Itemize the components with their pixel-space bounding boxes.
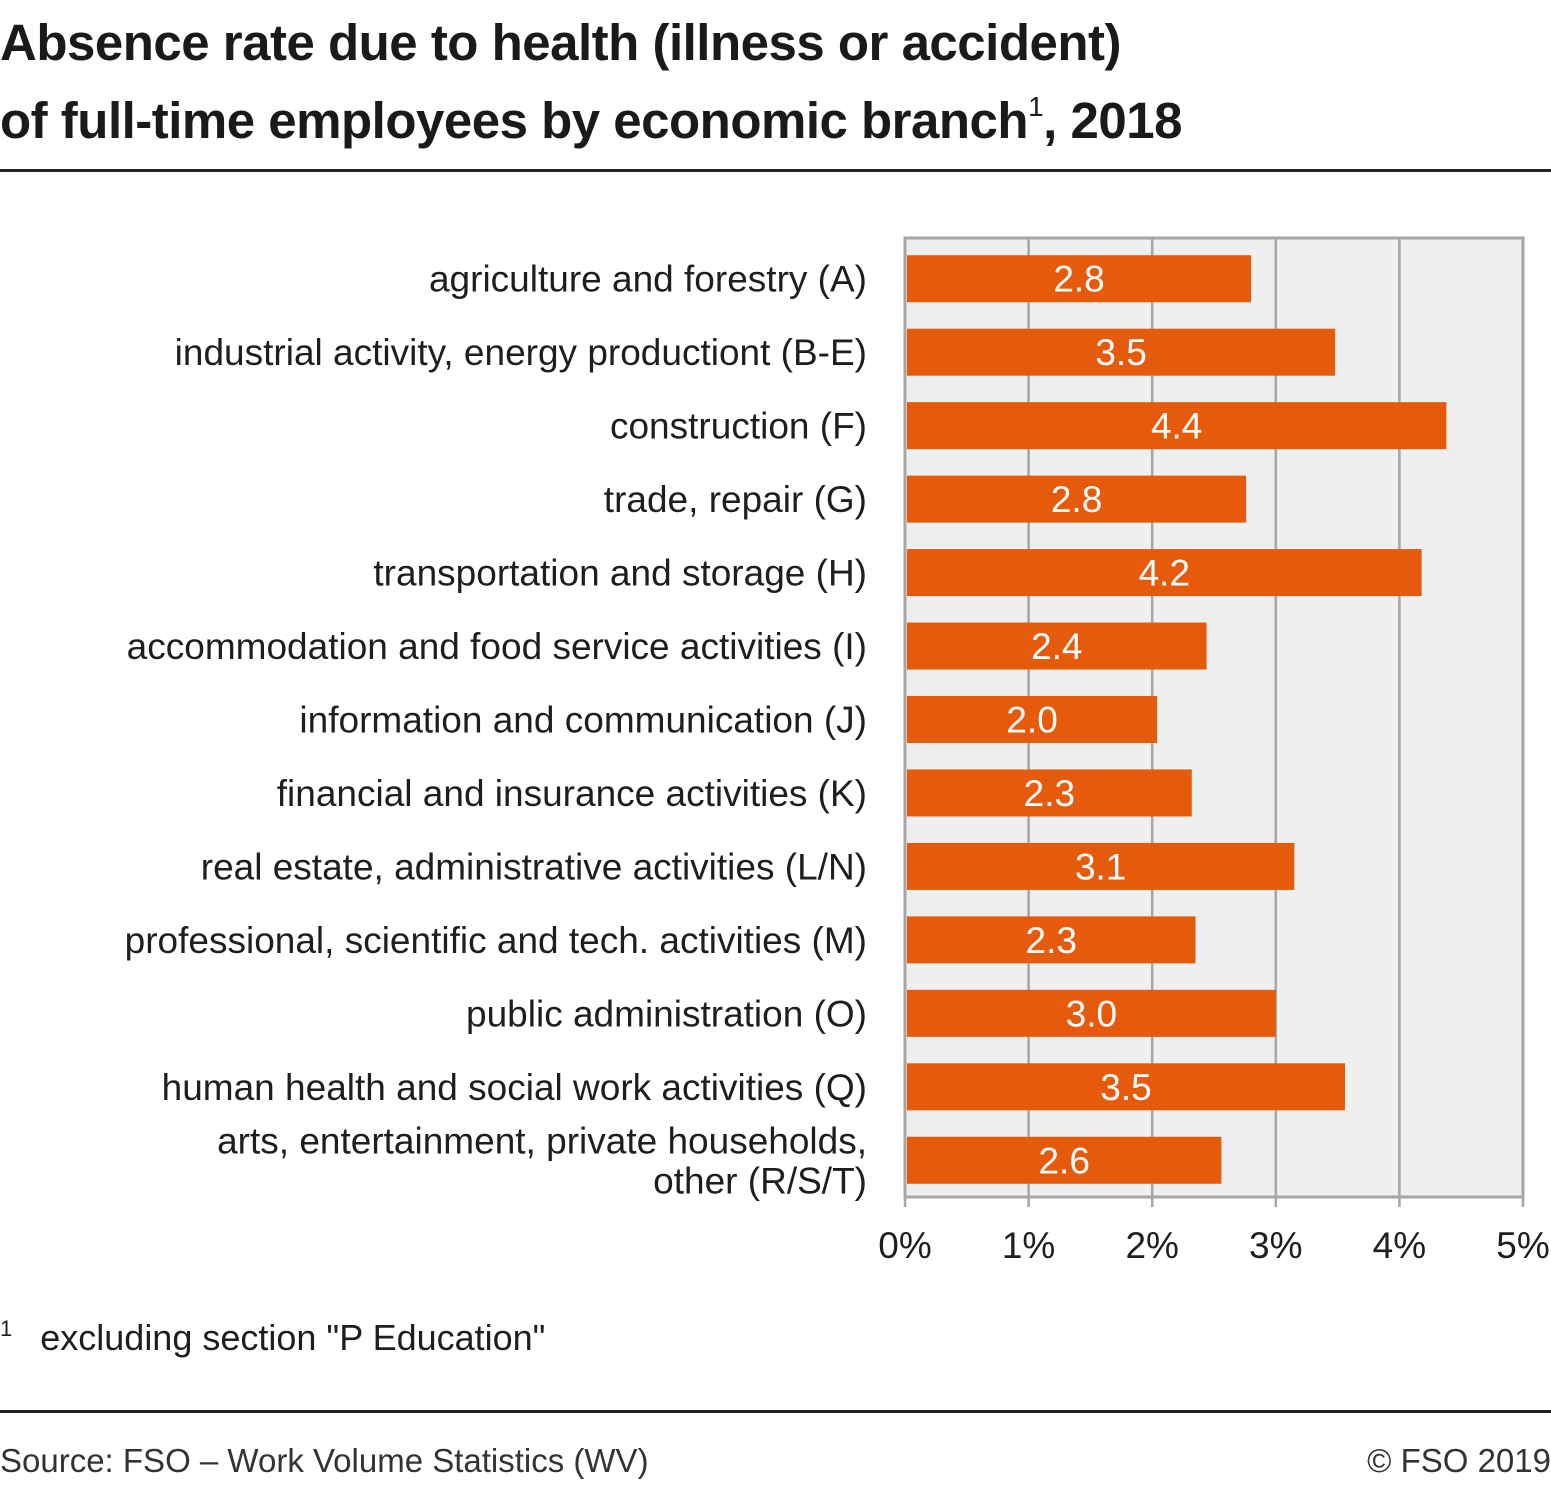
x-tick-label: 0% xyxy=(878,1225,931,1266)
category-label: arts, entertainment, private households, xyxy=(217,1120,867,1161)
source-note: Source: FSO – Work Volume Statistics (WV… xyxy=(0,1442,649,1479)
category-label: other (R/S/T) xyxy=(653,1160,867,1201)
bar xyxy=(907,328,1336,376)
bar xyxy=(907,255,1252,303)
title-footnote-marker: 1 xyxy=(1028,91,1044,122)
bar-value-label: 2.8 xyxy=(1053,259,1104,300)
bar xyxy=(907,916,1196,964)
category-label: public administration (O) xyxy=(466,993,867,1034)
bar-value-label: 2.3 xyxy=(1024,773,1075,814)
bar-value-label: 3.0 xyxy=(1066,993,1117,1034)
title-line-2-main: of full-time employees by economic branc… xyxy=(0,92,1029,149)
bar xyxy=(907,622,1207,670)
title-line-2-end: , 2018 xyxy=(1043,92,1182,149)
bar-value-label: 4.4 xyxy=(1151,406,1202,447)
bar-value-label: 2.4 xyxy=(1031,626,1082,667)
category-label: accommodation and food service activitie… xyxy=(127,626,867,667)
bar-value-label: 3.1 xyxy=(1075,846,1126,887)
bar-value-label: 3.5 xyxy=(1095,332,1146,373)
bar xyxy=(907,1136,1222,1184)
category-label: construction (F) xyxy=(610,406,867,447)
bar xyxy=(907,1063,1346,1111)
bottom-rule xyxy=(0,1410,1551,1413)
category-label: financial and insurance activities (K) xyxy=(277,773,867,814)
bar xyxy=(907,696,1158,743)
category-label: transportation and storage (H) xyxy=(373,553,867,594)
copyright-note: © FSO 2019 xyxy=(1367,1442,1551,1479)
plot-frame xyxy=(903,236,1525,1199)
top-rule xyxy=(0,169,1551,172)
x-tick-label: 5% xyxy=(1496,1225,1549,1266)
bar-chart: 0% 1% 2% 3% 4% 5% 2.8 agriculture and forestry … xyxy=(125,236,1550,1266)
bar xyxy=(907,549,1422,597)
category-label: agriculture and forestry (A) xyxy=(429,259,867,300)
bar xyxy=(907,989,1276,1037)
bar xyxy=(907,402,1447,450)
category-label: industrial activity, energy productiont … xyxy=(175,332,867,373)
footnote: 1 excluding section "P Education" xyxy=(0,1316,545,1359)
footnote-marker: 1 xyxy=(0,1316,13,1341)
bar xyxy=(907,842,1295,890)
chart-title: Absence rate due to health (illness or a… xyxy=(0,4,1551,160)
bar-value-label: 2.3 xyxy=(1026,920,1077,961)
x-tick-label: 3% xyxy=(1249,1225,1302,1266)
category-label: real estate, administrative activities (… xyxy=(201,846,867,887)
bar xyxy=(907,769,1192,817)
footnote-text: excluding section "P Education" xyxy=(40,1317,546,1358)
bar-value-label: 4.2 xyxy=(1139,553,1190,594)
x-tick-label: 4% xyxy=(1373,1225,1426,1266)
title-line-1: Absence rate due to health (illness or a… xyxy=(0,14,1121,71)
x-tick-label: 1% xyxy=(1002,1225,1055,1266)
bar xyxy=(907,475,1247,523)
category-label: trade, repair (G) xyxy=(604,479,867,520)
category-label: human health and social work activities … xyxy=(162,1067,867,1108)
x-tick-label: 2% xyxy=(1125,1225,1178,1266)
bar-value-label: 2.8 xyxy=(1051,479,1102,520)
category-label: professional, scientific and tech. activ… xyxy=(125,920,867,961)
bar-value-label: 3.5 xyxy=(1100,1067,1151,1108)
bar-value-label: 2.6 xyxy=(1038,1140,1089,1181)
bar-value-label: 2.0 xyxy=(1006,700,1057,741)
category-label: information and communication (J) xyxy=(299,700,867,741)
title-line-2: of full-time employees by economic branc… xyxy=(0,82,1551,160)
